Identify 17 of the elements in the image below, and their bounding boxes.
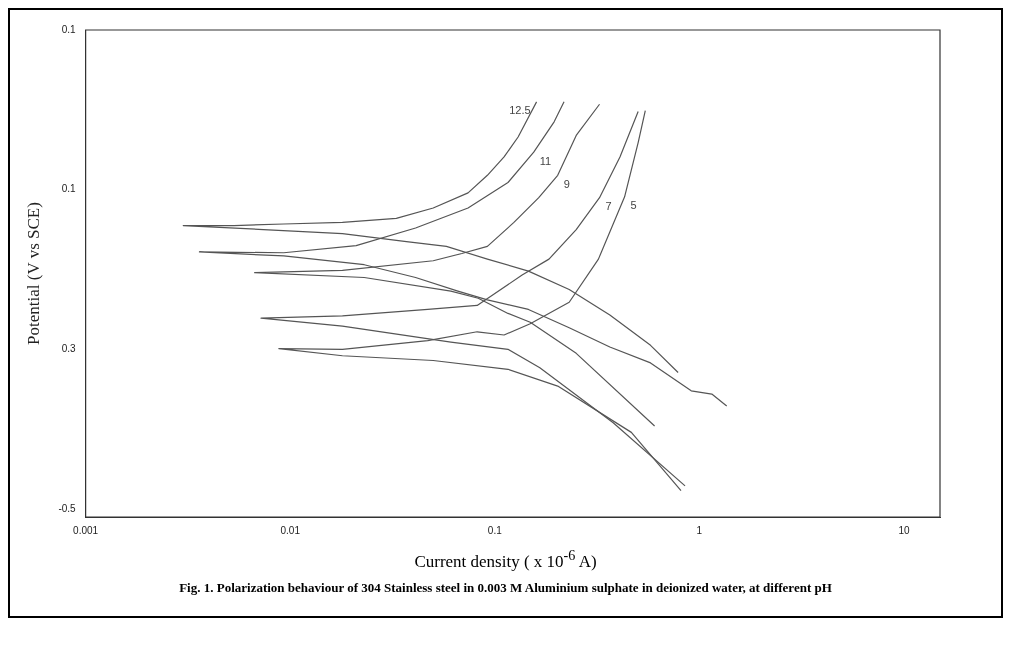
y-axis-title: Potential (V vs SCE) [23, 202, 43, 345]
series-label: 12.5 [509, 104, 531, 117]
y-tick-label: 0.1 [61, 183, 77, 195]
x-tick-label: 0.01 [280, 524, 301, 536]
series-label: 7 [605, 200, 612, 213]
series-label: 5 [630, 199, 637, 212]
x-tick-label: 0.1 [487, 524, 503, 536]
y-tick-label: 0.3 [61, 343, 77, 355]
y-tick-label: 0.1 [61, 23, 77, 35]
x-tick-label: 10 [898, 524, 910, 536]
series-label: 11 [539, 154, 552, 167]
x-tick-label: 0.001 [73, 524, 99, 536]
y-tick-label: -0.5 [58, 502, 77, 514]
x-axis-title: Current density ( x 10$^{-6}$ A) [413, 547, 598, 572]
series-label: 9 [563, 177, 570, 190]
x-tick-label: 1 [696, 524, 703, 536]
caption: Fig. 1. Polarization behaviour of 304 Stainless steel in 0.003 M Aluminium sulphate in deionized water, at different pH [178, 579, 833, 596]
